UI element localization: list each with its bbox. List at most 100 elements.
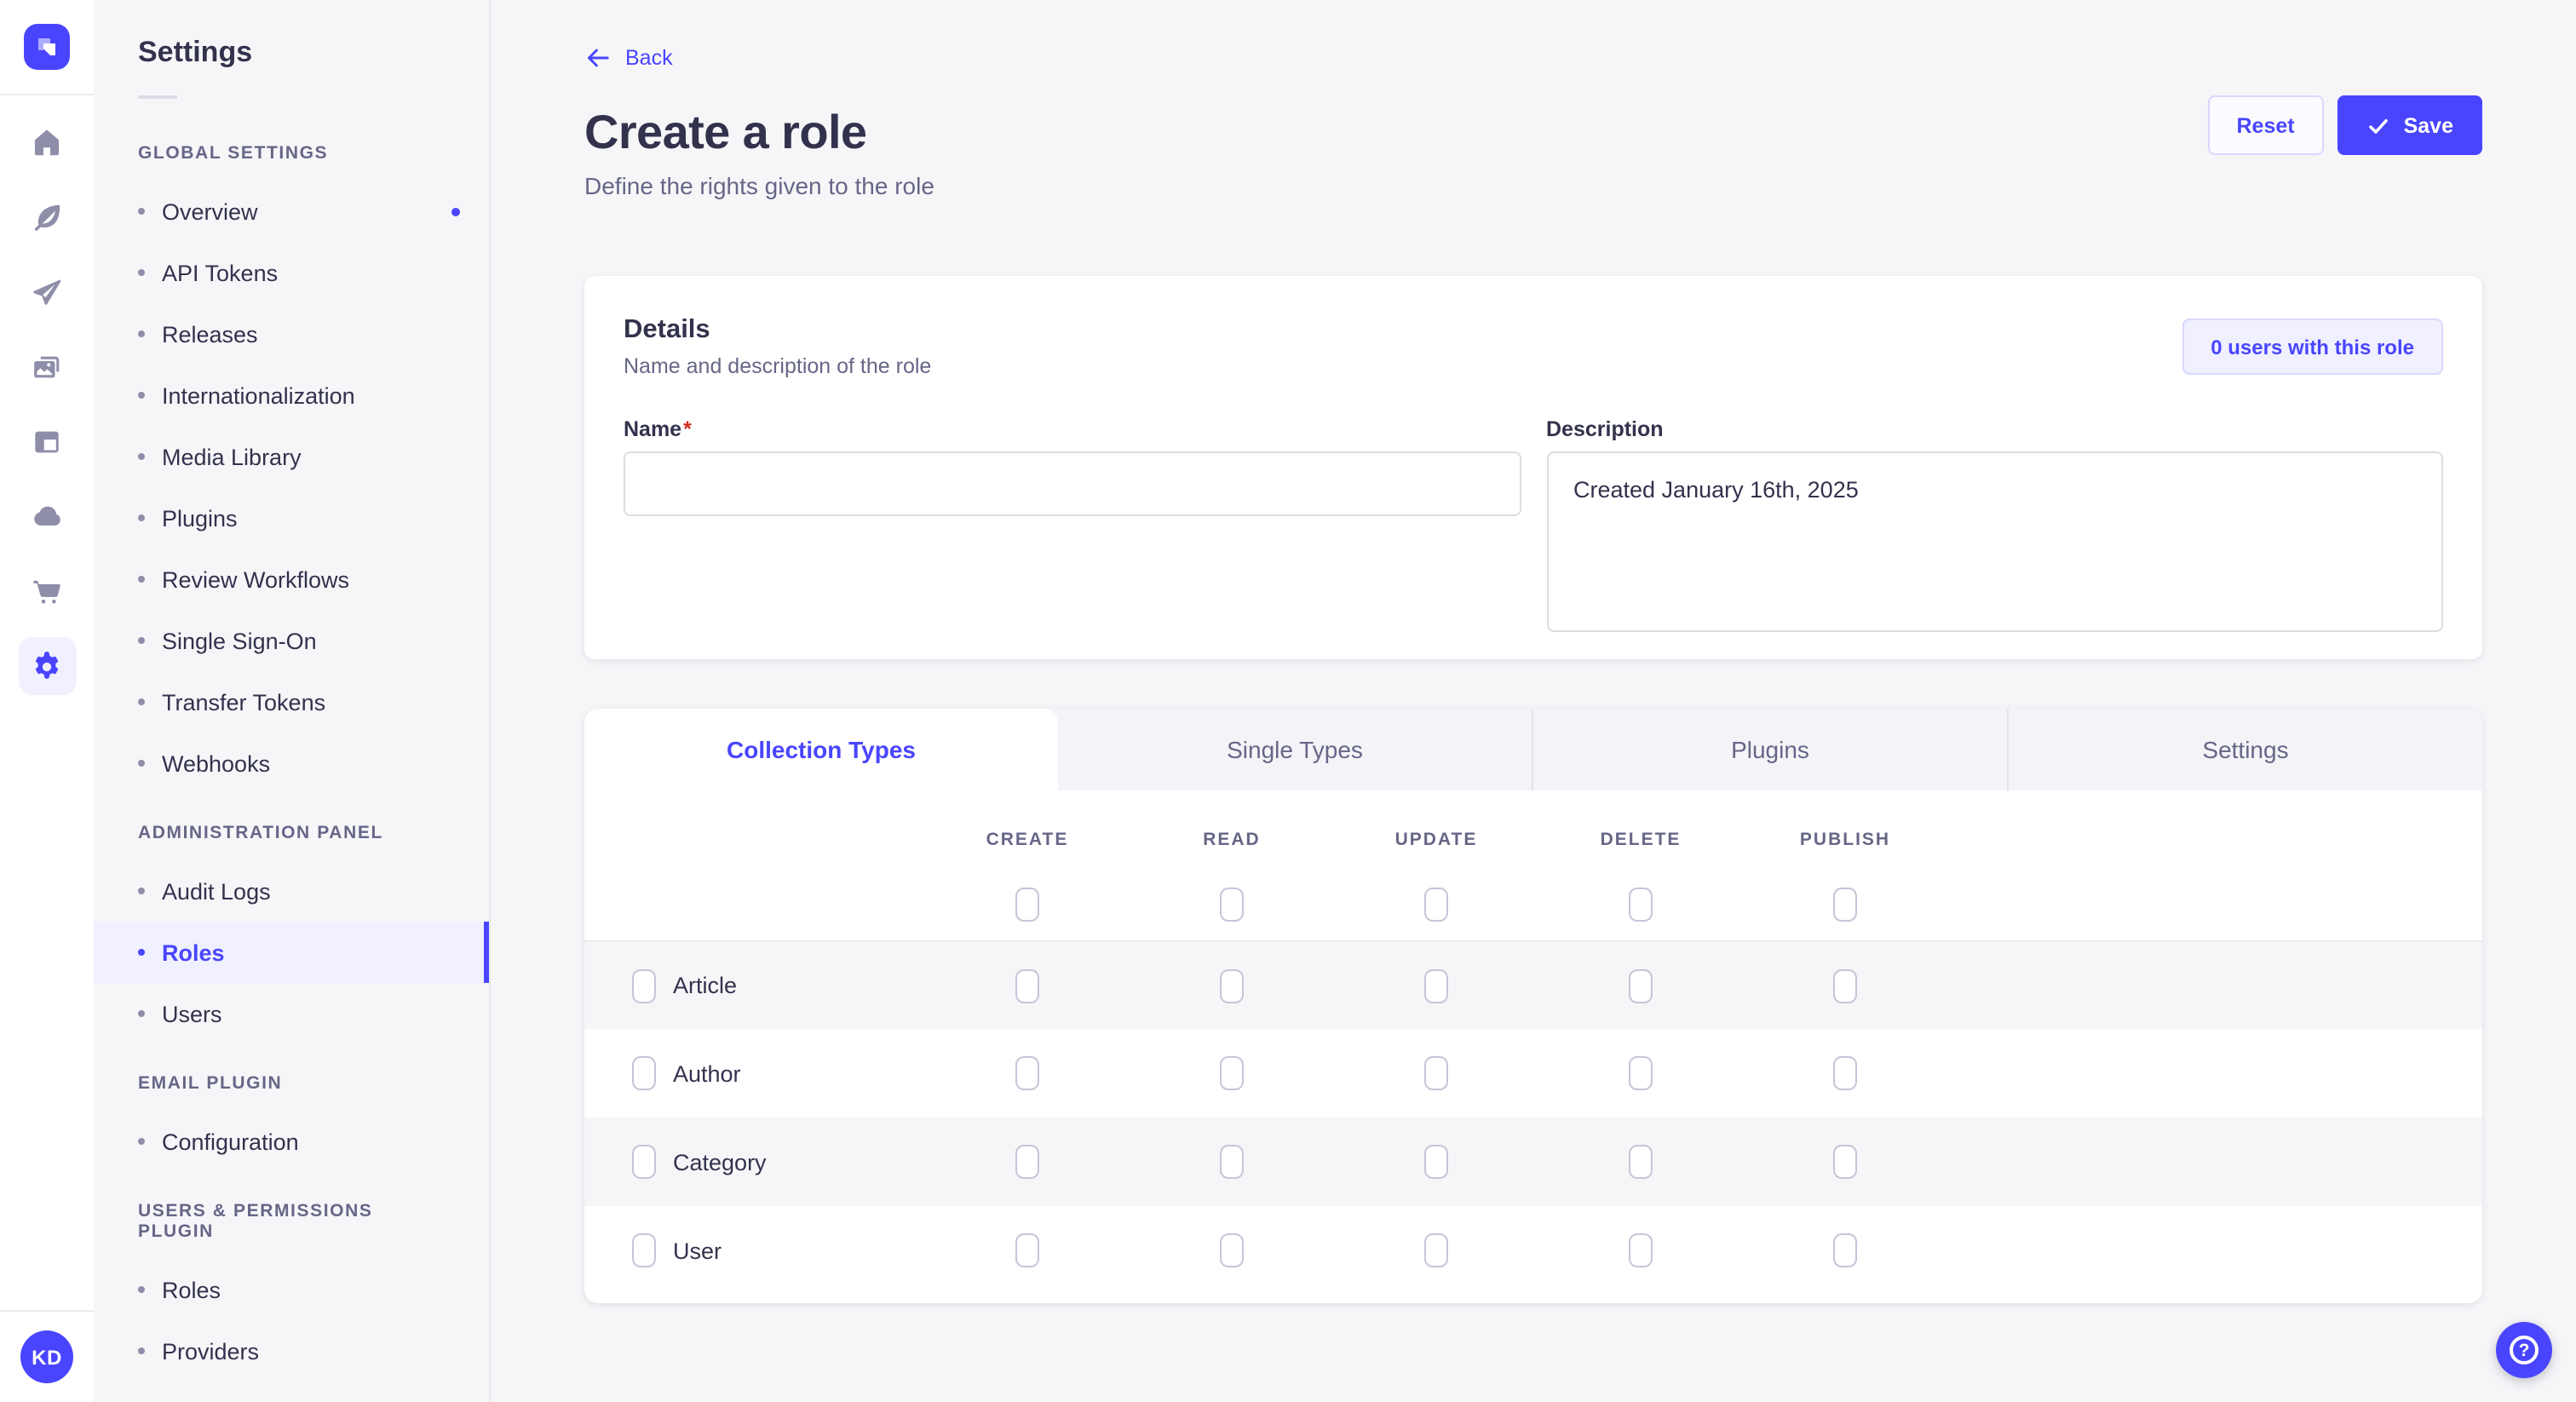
media-library-icon[interactable] — [18, 337, 76, 395]
sidebar-item-label: Internationalization — [162, 382, 355, 408]
author-read-checkbox[interactable] — [1220, 1056, 1244, 1090]
tab-settings[interactable]: Settings — [2007, 709, 2482, 790]
tab-plugins[interactable]: Plugins — [1532, 709, 2007, 790]
description-textarea[interactable]: Created January 16th, 2025 — [1546, 451, 2443, 632]
bullet-dot — [138, 514, 145, 521]
row-checkbox-category[interactable] — [632, 1145, 656, 1179]
select-all-checkbox-read[interactable] — [1220, 888, 1244, 922]
author-create-checkbox[interactable] — [1015, 1056, 1039, 1090]
article-publish-checkbox[interactable] — [1833, 968, 1857, 1003]
page-subtitle: Define the rights given to the role — [584, 172, 934, 199]
save-button[interactable]: Save — [2337, 95, 2482, 155]
main-icon-rail: KD — [0, 0, 94, 1402]
category-read-checkbox[interactable] — [1220, 1145, 1244, 1179]
sidebar-item-single-sign-on[interactable]: Single Sign-On — [94, 610, 489, 671]
user-publish-checkbox[interactable] — [1833, 1233, 1857, 1267]
sidebar-item-transfer-tokens[interactable]: Transfer Tokens — [94, 671, 489, 733]
sidebar-item-users[interactable]: Users — [94, 983, 489, 1044]
author-update-checkbox[interactable] — [1424, 1056, 1448, 1090]
category-update-checkbox[interactable] — [1424, 1145, 1448, 1179]
question-mark-icon: ? — [2510, 1336, 2539, 1365]
user-delete-checkbox[interactable] — [1629, 1233, 1653, 1267]
bullet-dot — [138, 1286, 145, 1293]
sidebar-item-webhooks[interactable]: Webhooks — [94, 733, 489, 794]
name-field-group: Name * — [624, 417, 1521, 641]
sidebar-item-roles[interactable]: Roles — [94, 1259, 489, 1320]
article-delete-checkbox[interactable] — [1629, 968, 1653, 1003]
tab-collection-types[interactable]: Collection Types — [584, 709, 1058, 790]
description-label: Description — [1546, 417, 1664, 441]
content-builder-icon[interactable] — [18, 187, 76, 245]
user-create-checkbox[interactable] — [1015, 1233, 1039, 1267]
select-all-checkbox-update[interactable] — [1424, 888, 1448, 922]
author-delete-checkbox[interactable] — [1629, 1056, 1653, 1090]
sidebar-item-plugins[interactable]: Plugins — [94, 487, 489, 549]
sidebar-item-review-workflows[interactable]: Review Workflows — [94, 549, 489, 610]
rail-items — [18, 95, 76, 695]
back-label: Back — [625, 46, 673, 70]
table-row-article: Article — [584, 940, 2482, 1029]
home-icon[interactable] — [18, 112, 76, 170]
row-checkbox-user[interactable] — [632, 1233, 656, 1267]
strapi-logo[interactable] — [24, 24, 70, 70]
sidebar-item-media-library[interactable]: Media Library — [94, 426, 489, 487]
rail-divider — [0, 94, 94, 95]
name-input[interactable] — [624, 451, 1521, 516]
bullet-dot — [138, 1138, 145, 1145]
deploy-icon[interactable] — [18, 262, 76, 320]
row-checkbox-author[interactable] — [632, 1056, 656, 1090]
select-all-checkbox-publish[interactable] — [1833, 888, 1857, 922]
help-button[interactable]: ? — [2496, 1322, 2552, 1378]
sidebar-item-configuration[interactable]: Configuration — [94, 1111, 489, 1172]
name-label-text: Name — [624, 417, 682, 441]
user-read-checkbox[interactable] — [1220, 1233, 1244, 1267]
article-read-checkbox[interactable] — [1220, 968, 1244, 1003]
reset-button[interactable]: Reset — [2207, 95, 2324, 155]
select-all-checkbox-create[interactable] — [1015, 888, 1039, 922]
article-create-checkbox[interactable] — [1015, 968, 1039, 1003]
tab-single-types[interactable]: Single Types — [1227, 736, 1363, 763]
bullet-dot — [138, 698, 145, 705]
row-checkbox-article[interactable] — [632, 968, 656, 1003]
sidebar-item-audit-logs[interactable]: Audit Logs — [94, 860, 489, 922]
sidebar-item-label: Audit Logs — [162, 878, 271, 904]
page-title: Create a role — [584, 106, 867, 158]
category-publish-checkbox[interactable] — [1833, 1145, 1857, 1179]
marketplace-icon[interactable] — [18, 562, 76, 620]
sidebar-item-api-tokens[interactable]: API Tokens — [94, 242, 489, 303]
users-with-role-badge[interactable]: 0 users with this role — [2182, 319, 2443, 375]
sidebar-item-providers[interactable]: Providers — [94, 1320, 489, 1382]
content-manager-icon[interactable] — [18, 412, 76, 470]
bullet-dot — [138, 949, 145, 956]
sidebar-item-overview[interactable]: Overview — [94, 181, 489, 242]
table-row-author: Author — [584, 1029, 2482, 1118]
settings-icon[interactable] — [18, 637, 76, 695]
nav-section-header: EMAIL PLUGIN — [138, 1073, 283, 1094]
sidebar-item-label: Releases — [162, 321, 258, 347]
user-update-checkbox[interactable] — [1424, 1233, 1448, 1267]
bullet-dot — [138, 760, 145, 767]
sidebar-item-releases[interactable]: Releases — [94, 303, 489, 365]
avatar[interactable]: KD — [20, 1330, 73, 1383]
back-link[interactable]: Back — [584, 44, 673, 72]
bullet-dot — [138, 637, 145, 644]
sidebar-item-roles[interactable]: Roles — [94, 922, 489, 983]
sidebar-item-label: Overview — [162, 198, 258, 224]
details-card: Details Name and description of the role… — [584, 276, 2482, 659]
header-actions: Reset Save — [2207, 95, 2482, 155]
settings-subnav: Settings GLOBAL SETTINGS Overview API Toke… — [94, 0, 491, 1402]
sidebar-item-internationalization[interactable]: Internationalization — [94, 365, 489, 426]
sidebar-item-label: Media Library — [162, 444, 302, 469]
row-head: Category — [584, 1145, 925, 1179]
category-create-checkbox[interactable] — [1015, 1145, 1039, 1179]
subnav-title: Settings — [138, 36, 253, 68]
author-publish-checkbox[interactable] — [1833, 1056, 1857, 1090]
cloud-icon[interactable] — [18, 487, 76, 545]
article-update-checkbox[interactable] — [1424, 968, 1448, 1003]
sidebar-item-label: Roles — [162, 1277, 221, 1302]
category-delete-checkbox[interactable] — [1629, 1145, 1653, 1179]
main-content: Back Create a role Define the rights giv… — [491, 0, 2576, 1402]
select-all-checkbox-delete[interactable] — [1629, 888, 1653, 922]
bullet-dot — [138, 1010, 145, 1017]
strapi-logo-icon — [38, 38, 55, 55]
